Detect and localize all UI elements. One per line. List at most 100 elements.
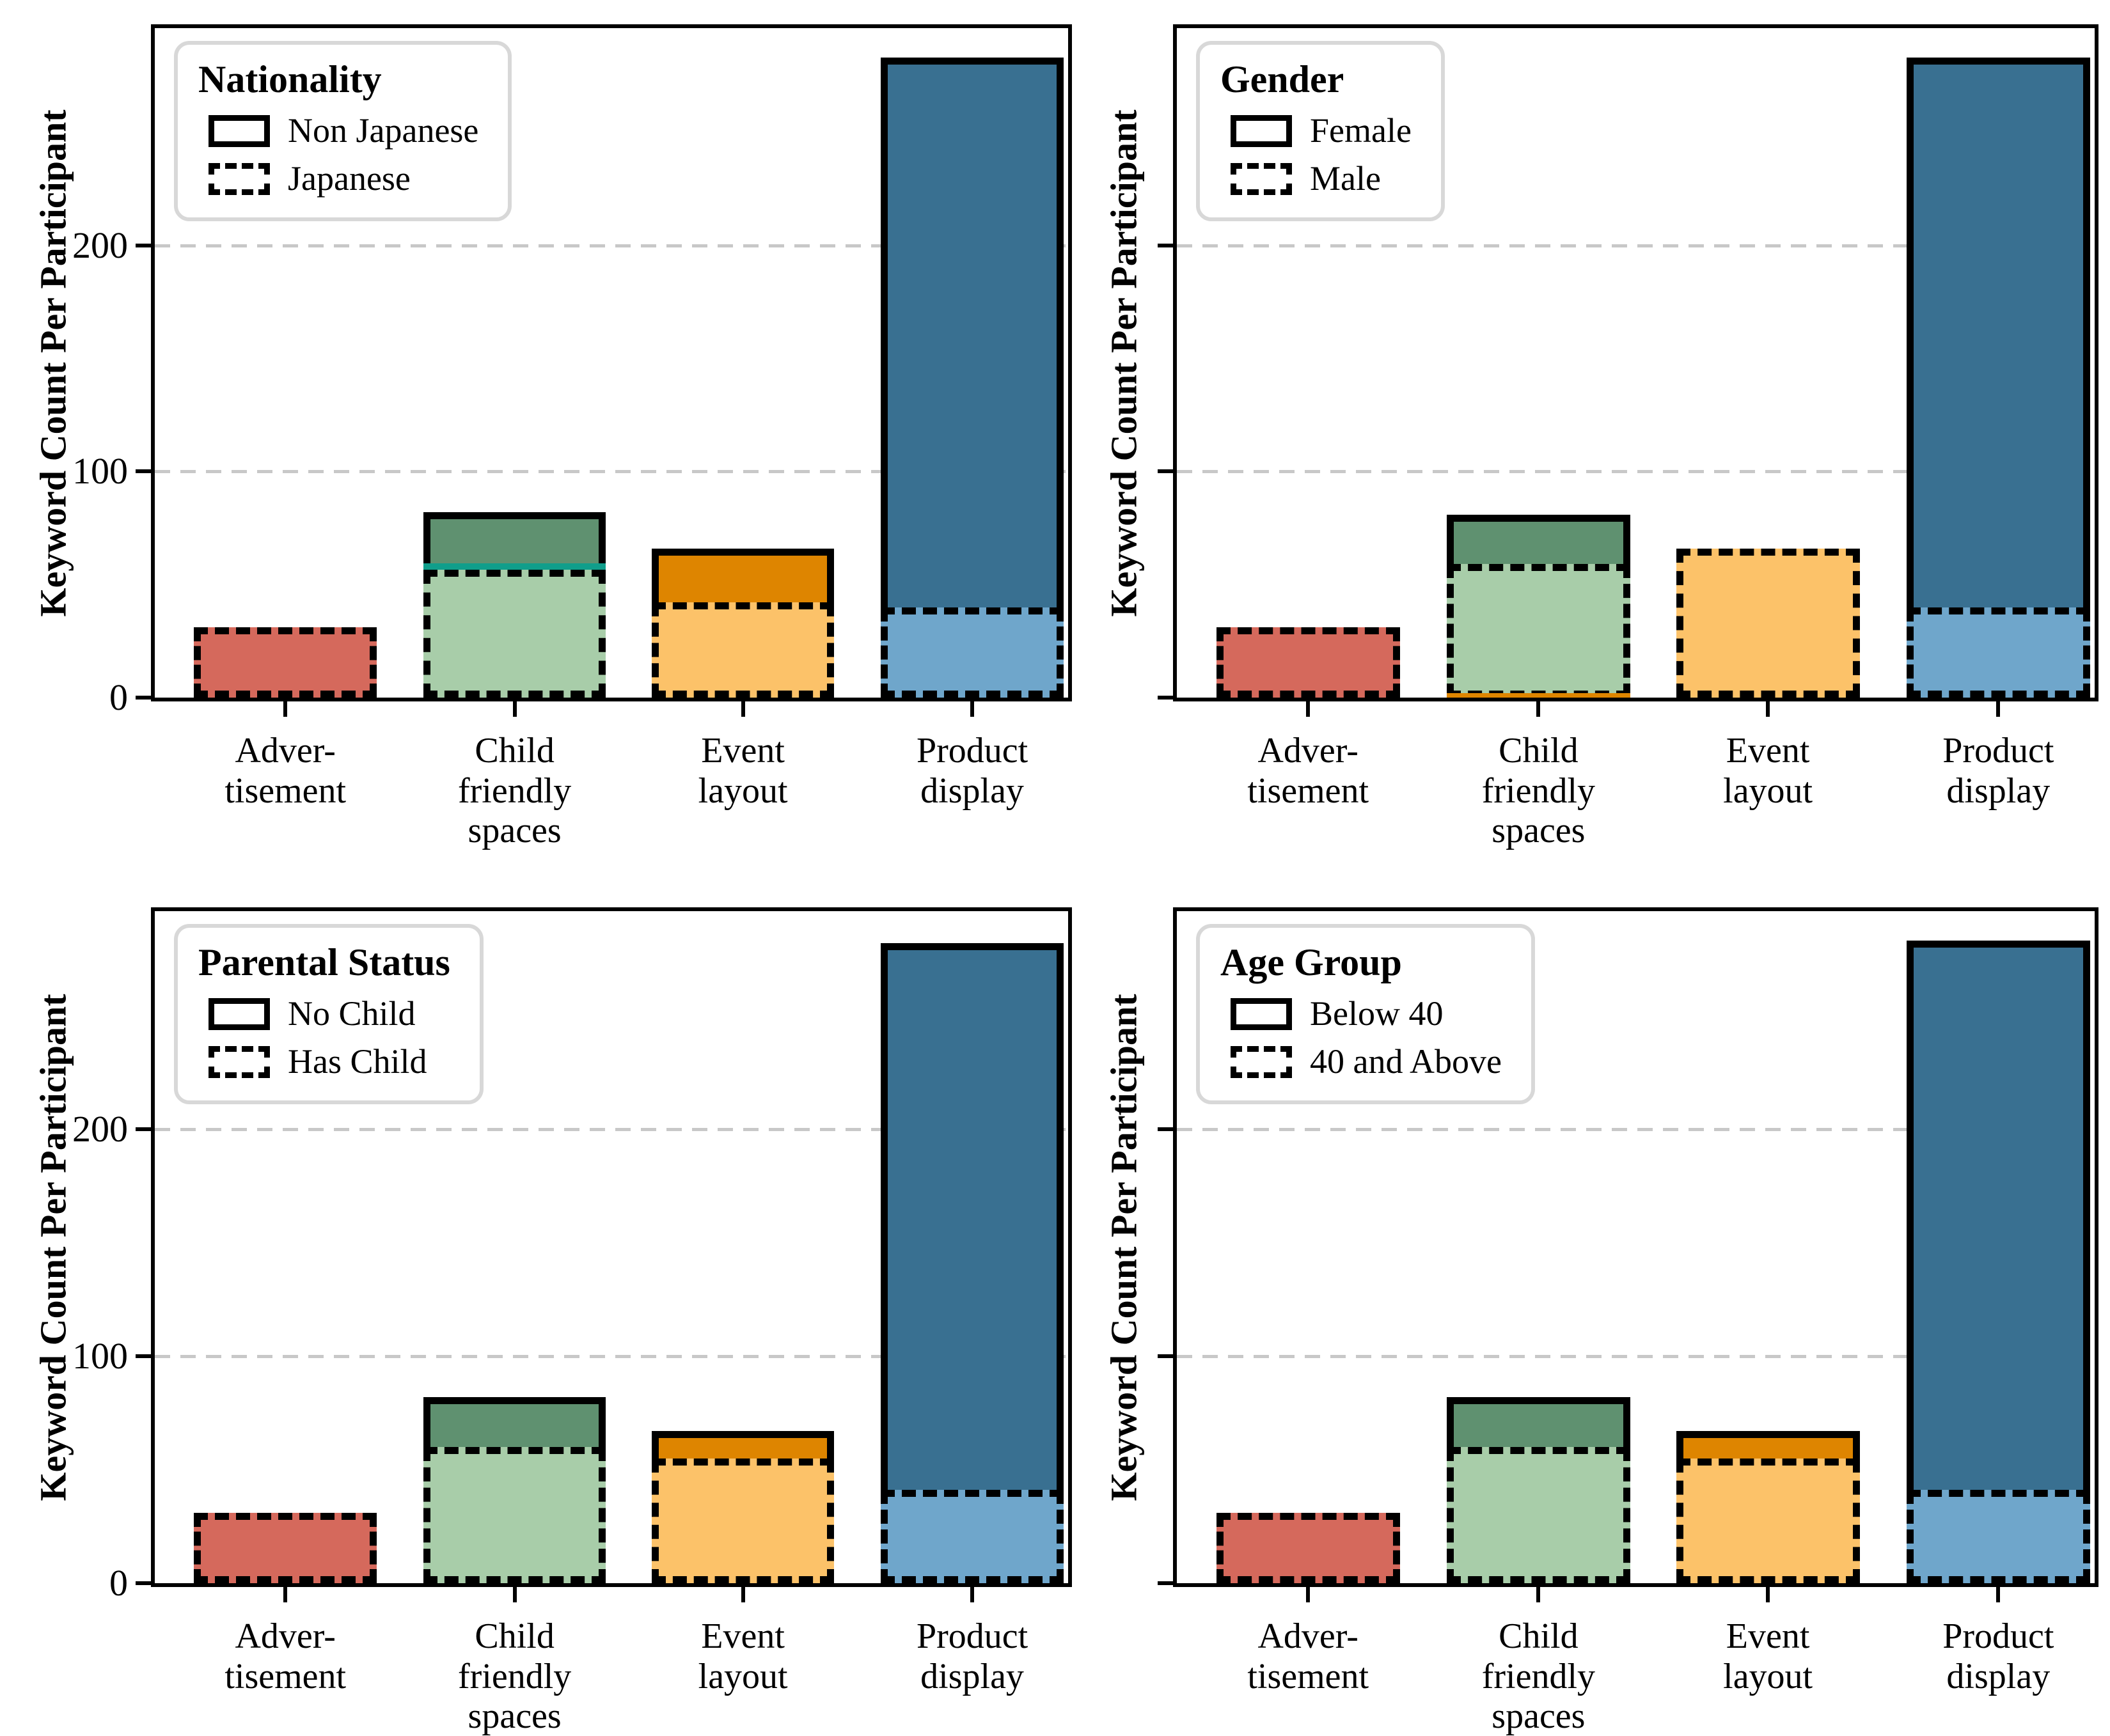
x-label-product-display: Product display bbox=[917, 1616, 1028, 1696]
x-label-event-layout: Event layout bbox=[1723, 731, 1813, 811]
x-label-line: friendly bbox=[1481, 770, 1596, 811]
bar-child-friendly-spaces-japanese bbox=[423, 570, 606, 698]
y-axis-label: Keyword Count Per Participant bbox=[32, 993, 74, 1501]
legend-nationality: Nationality Non Japanese Japanese bbox=[174, 41, 512, 221]
solid-swatch-icon bbox=[1231, 997, 1292, 1030]
legend-title: Gender bbox=[1220, 58, 1344, 100]
panel-parental-status: 0 100 200 Adver-tisement Child friendly spaces… bbox=[33, 907, 1072, 1736]
gridline-100 bbox=[155, 1354, 1068, 1358]
x-tick-advertisement bbox=[283, 701, 288, 717]
legend-label-solid: Non Japanese bbox=[288, 111, 479, 150]
y-tick-0 bbox=[136, 1581, 151, 1585]
legend-row-dashed: Has Child bbox=[209, 1042, 450, 1081]
dashed-swatch-icon bbox=[1231, 163, 1292, 196]
legend-row-solid: Non Japanese bbox=[209, 111, 479, 150]
bar-event-layout-male bbox=[1676, 548, 1860, 698]
x-label-line: tisement bbox=[1247, 770, 1369, 811]
x-label-line: Product bbox=[916, 731, 1028, 770]
y-tick-0 bbox=[1158, 696, 1173, 700]
gridline-200 bbox=[1177, 244, 2095, 247]
legend-gender: Gender Female Male bbox=[1196, 41, 1445, 221]
x-label-line: Adver- bbox=[1257, 731, 1358, 770]
bar-product-display-female bbox=[1906, 57, 2090, 698]
x-label-product-display: Product display bbox=[1942, 1616, 2054, 1696]
x-tick-product-display bbox=[970, 1587, 975, 1602]
x-tick-child-friendly-spaces bbox=[1536, 701, 1541, 717]
dashed-swatch-icon bbox=[209, 1046, 270, 1079]
x-label-advertisement: Adver-tisement bbox=[1247, 731, 1369, 811]
bar-child-friendly-spaces-40-and-above bbox=[1446, 1446, 1630, 1583]
bar-event-layout-40-and-above bbox=[1676, 1458, 1860, 1583]
y-tick-0 bbox=[136, 696, 151, 700]
legend-title: Parental Status bbox=[198, 941, 450, 983]
x-tick-advertisement bbox=[1306, 701, 1311, 717]
legend-parental-status: Parental Status No Child Has Child bbox=[174, 924, 484, 1104]
bar-product-display-below-40 bbox=[1906, 941, 2090, 1583]
x-tick-event-layout bbox=[741, 1587, 745, 1602]
x-label-line: Product bbox=[1942, 731, 2054, 770]
x-label-line: Child bbox=[1499, 731, 1579, 770]
x-label-advertisement: Adver-tisement bbox=[1247, 1616, 1369, 1696]
legend-row-dashed: Japanese bbox=[209, 159, 478, 198]
x-label-line: friendly bbox=[457, 770, 572, 811]
gridline-100 bbox=[155, 470, 1068, 474]
x-label-child-friendly-spaces: Child friendly spaces bbox=[1482, 731, 1595, 851]
legend-row-dashed: 40 and Above bbox=[1231, 1042, 1502, 1081]
x-tick-advertisement bbox=[283, 1587, 288, 1602]
gridline-100 bbox=[1177, 1354, 2095, 1358]
x-tick-child-friendly-spaces bbox=[512, 701, 517, 717]
x-label-line: Event bbox=[1726, 1616, 1810, 1656]
x-tick-event-layout bbox=[1766, 1587, 1770, 1602]
legend-label-solid: No Child bbox=[288, 994, 416, 1033]
bar-product-display-japanese bbox=[881, 607, 1064, 698]
gridline-200 bbox=[1177, 1127, 2095, 1131]
y-tick-label-0: 0 bbox=[109, 676, 128, 718]
y-tick-label-100: 100 bbox=[72, 1334, 128, 1377]
x-tick-child-friendly-spaces bbox=[1536, 1587, 1541, 1602]
x-tick-product-display bbox=[1996, 1587, 2001, 1602]
panel-nationality: 0 100 200 Adver-tisement Child friendly spaces… bbox=[33, 24, 1072, 850]
x-label-line: Adver- bbox=[1257, 1616, 1358, 1656]
x-label-line: Event bbox=[1726, 731, 1810, 770]
legend-label-dashed: 40 and Above bbox=[1310, 1042, 1502, 1081]
x-label-line: layout bbox=[1723, 770, 1813, 811]
bar-child-friendly-spaces-male bbox=[1446, 564, 1630, 698]
y-tick-label-200: 200 bbox=[72, 224, 128, 266]
x-label-line: Child bbox=[1499, 1616, 1579, 1656]
y-axis-label: Keyword Count Per Participant bbox=[1103, 993, 1145, 1501]
x-label-line: friendly bbox=[457, 1656, 572, 1696]
y-tick-200 bbox=[1158, 1127, 1173, 1131]
bar-event-layout-has-child bbox=[651, 1458, 835, 1583]
legend-row-solid: No Child bbox=[209, 994, 450, 1033]
bar-advertisement-40-and-above bbox=[1216, 1512, 1400, 1583]
solid-swatch-icon bbox=[1231, 114, 1292, 147]
x-label-line: tisement bbox=[1247, 1656, 1369, 1696]
x-label-product-display: Product display bbox=[917, 731, 1028, 811]
panel-gender: Adver-tisement Child friendly spaces Event la… bbox=[1103, 24, 2098, 850]
x-label-advertisement: Adver-tisement bbox=[224, 1616, 346, 1696]
x-tick-advertisement bbox=[1306, 1587, 1311, 1602]
bar-advertisement-japanese bbox=[194, 627, 377, 698]
bar-product-display-has-child bbox=[881, 1490, 1064, 1583]
gridline-200 bbox=[155, 244, 1068, 247]
x-label-product-display: Product display bbox=[1942, 731, 2054, 811]
bar-advertisement-has-child bbox=[194, 1512, 377, 1583]
y-tick-100 bbox=[136, 469, 151, 474]
legend-label-dashed: Japanese bbox=[288, 159, 411, 198]
legend-row-solid: Female bbox=[1231, 111, 1412, 150]
gridline-100 bbox=[1177, 470, 2095, 474]
x-label-advertisement: Adver-tisement bbox=[224, 731, 346, 811]
x-label-line: friendly bbox=[1481, 1656, 1596, 1696]
y-tick-200 bbox=[1158, 243, 1173, 247]
x-label-child-friendly-spaces: Child friendly spaces bbox=[1482, 1616, 1595, 1736]
x-label-line: spaces bbox=[468, 1696, 562, 1736]
y-tick-200 bbox=[136, 1127, 151, 1131]
y-tick-0 bbox=[1158, 1581, 1173, 1585]
solid-swatch-icon bbox=[209, 114, 270, 147]
legend-label-dashed: Male bbox=[1310, 159, 1381, 198]
x-tick-product-display bbox=[970, 701, 975, 717]
bar-product-display-male bbox=[1906, 607, 2090, 698]
x-label-line: display bbox=[920, 1656, 1024, 1696]
x-label-line: spaces bbox=[1492, 811, 1586, 851]
